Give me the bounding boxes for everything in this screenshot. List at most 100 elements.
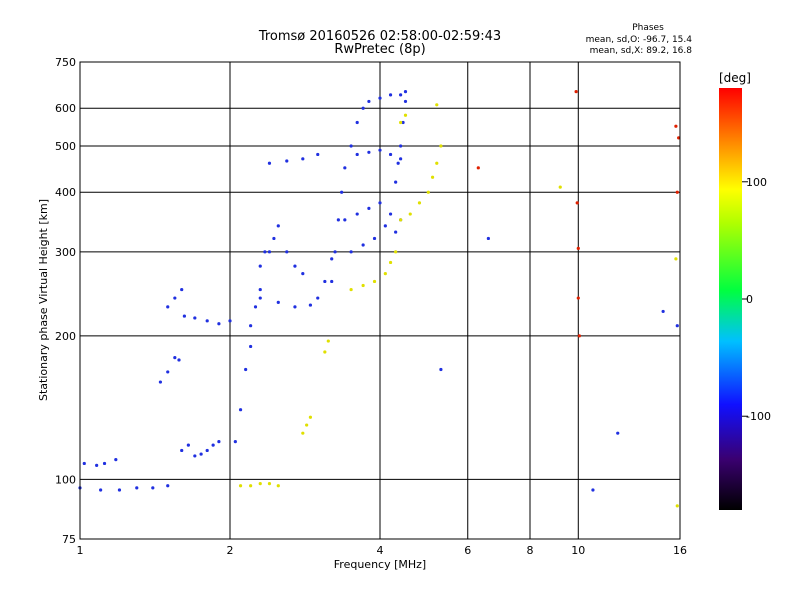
data-point: [316, 296, 320, 300]
data-point: [616, 431, 620, 435]
data-point: [316, 152, 320, 157]
data-point: [285, 250, 289, 254]
data-point: [267, 481, 272, 486]
data-point: [577, 334, 581, 338]
phases-title: Phases: [632, 23, 664, 33]
data-point: [95, 463, 99, 467]
data-point: [305, 423, 309, 427]
y-tick-label: 600: [55, 102, 76, 115]
data-point: [285, 159, 289, 163]
data-point: [166, 484, 170, 488]
data-point: [399, 144, 403, 148]
data-point: [336, 218, 340, 222]
data-point: [199, 452, 203, 456]
data-point: [193, 454, 197, 458]
data-point: [349, 250, 353, 254]
data-point: [574, 90, 578, 94]
data-point: [367, 206, 371, 210]
data-point: [249, 344, 253, 349]
data-point: [238, 408, 243, 412]
data-point: [158, 380, 163, 384]
data-point: [228, 319, 232, 323]
data-point: [301, 431, 305, 435]
data-point: [403, 113, 408, 117]
y-tick-label: 200: [55, 330, 76, 343]
data-point: [486, 236, 490, 241]
data-point: [238, 484, 243, 488]
data-point: [330, 279, 334, 284]
data-point: [426, 190, 430, 194]
data-point: [308, 415, 313, 419]
data-point: [383, 272, 387, 276]
data-point: [430, 175, 435, 179]
data-point: [558, 185, 562, 189]
data-point: [677, 136, 681, 140]
phases-x-stats: mean, sd,X: 89.2, 16.8: [590, 46, 693, 56]
colorbar-unit-label: [deg]: [719, 71, 751, 85]
data-point: [591, 488, 595, 492]
data-point: [180, 287, 184, 292]
data-point: [476, 166, 480, 170]
colorbar-tick-label: -100: [746, 410, 771, 423]
data-point: [293, 305, 297, 309]
data-point: [330, 257, 334, 261]
data-point: [388, 260, 393, 265]
data-point: [244, 367, 248, 372]
data-point: [217, 322, 221, 326]
data-point: [205, 448, 209, 453]
y-axis-ticks: 75 100 200 300 400 500 600 750: [55, 56, 76, 546]
data-point: [355, 212, 359, 216]
data-point: [249, 484, 253, 488]
data-point: [272, 236, 276, 241]
data-point: [439, 144, 443, 148]
data-point: [674, 257, 678, 261]
data-point: [675, 190, 679, 194]
y-tick-label: 400: [55, 186, 76, 199]
x-tick-label: 10: [571, 544, 585, 557]
y-tick-label: 750: [55, 56, 76, 69]
data-point: [349, 287, 353, 292]
data-point: [417, 201, 422, 205]
data-point: [249, 324, 253, 328]
data-point: [661, 309, 665, 314]
data-point: [323, 350, 327, 354]
data-point: [114, 458, 118, 462]
data-point: [233, 440, 237, 444]
data-point: [576, 246, 580, 250]
data-point: [435, 161, 439, 165]
data-point: [323, 279, 327, 284]
data-point: [372, 279, 377, 284]
data-point: [258, 264, 262, 268]
data-point: [173, 356, 177, 360]
x-tick-label: 4: [377, 544, 384, 557]
data-point: [367, 150, 371, 154]
colorbar: [deg] 100 0 -100: [719, 71, 771, 510]
data-point: [435, 103, 439, 107]
data-point: [258, 481, 262, 486]
data-point: [399, 93, 403, 97]
data-point: [399, 120, 403, 125]
data-point: [675, 324, 679, 328]
data-point: [399, 218, 403, 222]
data-point: [180, 448, 184, 453]
colorbar-ticks: 100 0 -100: [742, 176, 771, 423]
data-point: [361, 243, 365, 247]
y-tick-label: 100: [55, 473, 76, 486]
data-point: [82, 461, 86, 466]
data-point: [258, 296, 262, 300]
data-point: [575, 201, 579, 205]
data-point: [211, 443, 215, 447]
colorbar-tick-label: 0: [746, 293, 753, 306]
grid-lines: [80, 62, 680, 539]
data-point: [326, 339, 330, 343]
data-point: [367, 99, 371, 104]
data-point: [276, 300, 280, 305]
data-point: [343, 218, 347, 222]
data-point: [378, 201, 382, 205]
data-point: [186, 443, 190, 447]
data-point: [193, 316, 197, 320]
data-point: [340, 190, 344, 194]
data-point: [394, 250, 398, 254]
x-axis-label: Frequency [MHz]: [334, 558, 426, 571]
